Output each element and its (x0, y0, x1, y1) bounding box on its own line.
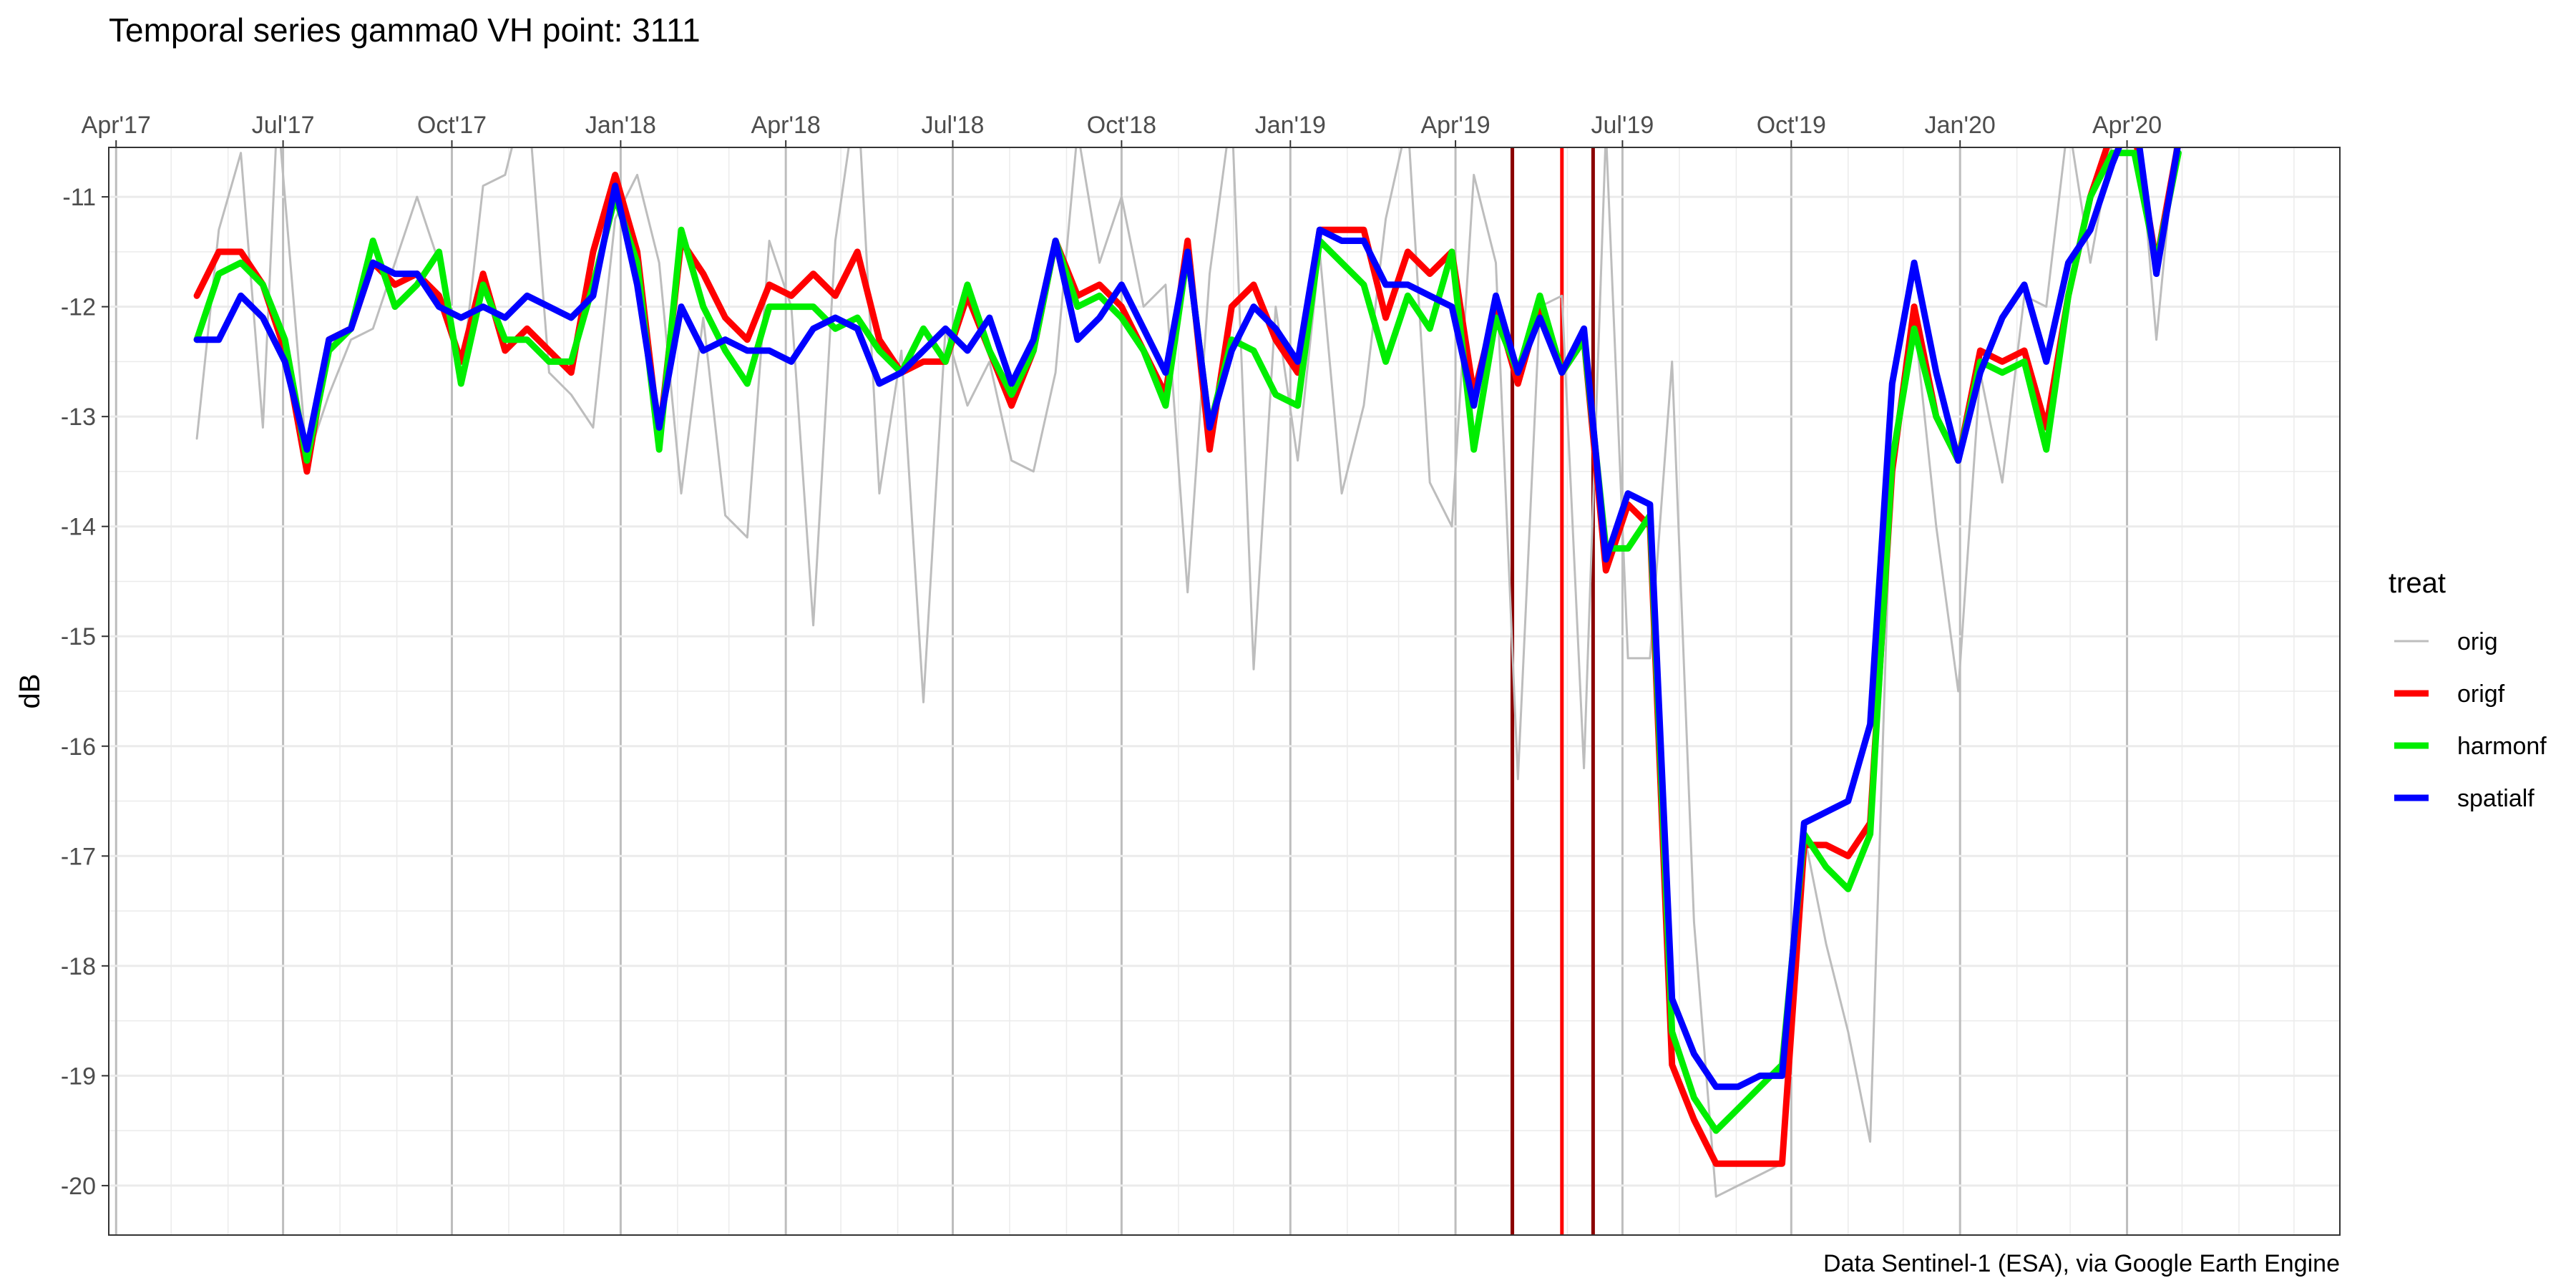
x-tick-label: Jan'18 (585, 112, 656, 139)
series-lines (193, 147, 2182, 1198)
y-tick-label: -11 (62, 184, 96, 211)
x-tick-label: Jul'18 (922, 112, 985, 139)
x-axis: Apr'17 Jul'17 Oct'17 Jan'18 Apr'18 Jul'18 Oct'… (82, 112, 2162, 147)
chart-title: Temporal series gamma0 VH point: 3111 (109, 11, 701, 49)
legend-label-orig: orig (2457, 628, 2498, 655)
plot-border (108, 147, 2341, 1236)
y-tick-label: -15 (61, 623, 96, 650)
x-tick-label: Jul'19 (1591, 112, 1654, 139)
x-tick-label: Apr'20 (2092, 112, 2162, 139)
x-tick-label: Jul'17 (252, 112, 315, 139)
y-tick-label: -13 (61, 404, 96, 431)
x-tick-label: Oct'19 (1757, 112, 1826, 139)
y-axis-label: dB (14, 674, 46, 709)
series-line-origf (193, 147, 2181, 1167)
legend-label-origf: origf (2457, 680, 2505, 708)
legend: treat orig origf harmonf spatialf (2389, 567, 2547, 812)
x-tick-label: Jan'20 (1925, 112, 1996, 139)
vertical-markers (1511, 147, 1595, 1235)
x-tick-label: Apr'19 (1420, 112, 1490, 139)
y-tick-label: -14 (61, 514, 96, 541)
caption: Data Sentinel-1 (ESA), via Google Earth … (1823, 1250, 2340, 1277)
legend-label-spatialf: spatialf (2457, 785, 2534, 812)
legend-title: treat (2389, 567, 2446, 599)
x-tick-label: Oct'18 (1087, 112, 1156, 139)
series-line-orig (195, 147, 2176, 1198)
y-tick-label: -19 (61, 1063, 96, 1090)
y-tick-label: -18 (61, 953, 96, 980)
y-tick-label: -17 (61, 843, 96, 870)
x-tick-label: Apr'17 (82, 112, 151, 139)
legend-label-harmonf: harmonf (2457, 733, 2547, 760)
x-tick-label: Oct'17 (417, 112, 487, 139)
major-gridlines (109, 147, 2340, 1235)
y-tick-label: -12 (61, 294, 96, 321)
y-axis: -11 -12 -13 -14 -15 -16 -17 -18 -19 -20 (61, 184, 109, 1200)
y-tick-label: -16 (61, 733, 96, 761)
x-tick-label: Apr'18 (751, 112, 821, 139)
y-tick-label: -20 (61, 1173, 96, 1200)
series-line-spatialf (193, 147, 2181, 1091)
x-tick-label: Jan'19 (1255, 112, 1326, 139)
